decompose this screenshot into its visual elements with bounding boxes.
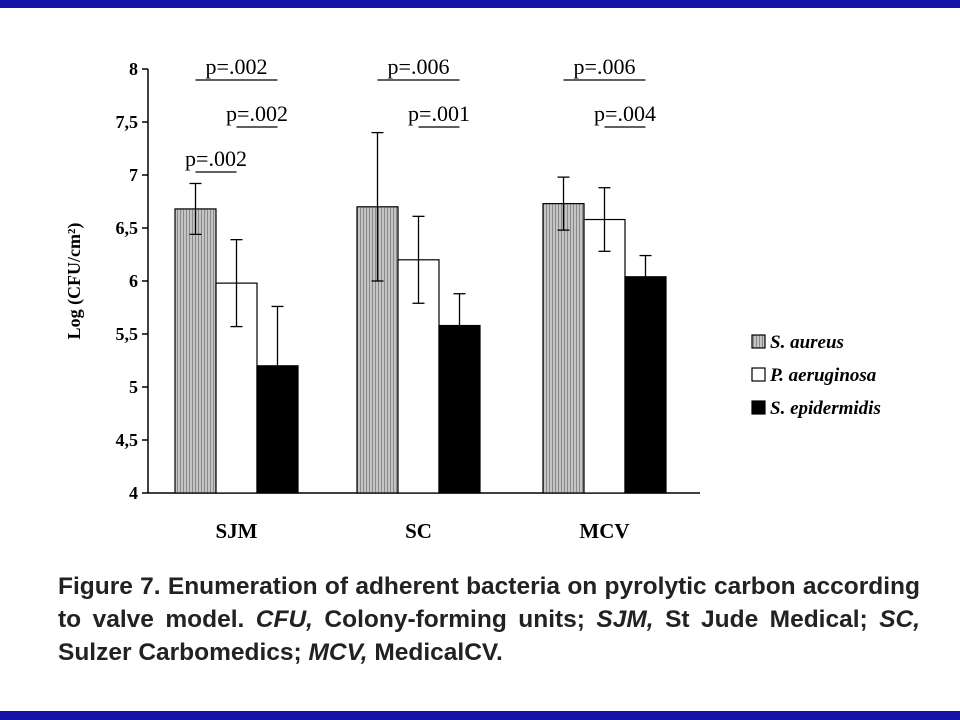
y-tick-label: 7,5 [116, 112, 139, 132]
bar-sepidermidis [624, 276, 667, 494]
legend-swatch [751, 334, 766, 349]
y-tick-label: 5 [129, 377, 138, 397]
figure-caption: Figure 7. Enumeration of adherent bacter… [58, 570, 920, 669]
caption-abbr-sjm: SJM, [596, 606, 654, 633]
caption-abbr-cfu: CFU, [255, 606, 313, 633]
x-category-label: SC [405, 519, 432, 543]
p-value-label: p=.002 [185, 146, 247, 171]
x-category-label: SJM [216, 519, 258, 543]
caption-abbr-sc: SC, [879, 606, 921, 633]
caption-abbr-mcv: MCV, [308, 639, 368, 666]
y-tick-label: 6,5 [116, 218, 139, 238]
y-tick-label: 7 [129, 165, 138, 185]
chart-annotations: p=.002 p=.002 p=.002 p=.006 p=.001 p=.006 p=.0… [185, 54, 656, 173]
legend-label: S. aureus [770, 332, 844, 353]
bottom-frame-band [0, 711, 960, 720]
bar-saureus [174, 208, 217, 494]
legend-swatch [751, 400, 766, 415]
p-value-label: p=.002 [206, 54, 268, 79]
y-tick-label: 4,5 [116, 430, 139, 450]
caption-figure-label: Figure 7. [58, 573, 161, 600]
y-tick-label: 8 [129, 59, 138, 79]
chart-legend: S. aureus P. aeruginosa S. epidermidis [751, 332, 881, 419]
caption-text: Colony-forming units; [312, 606, 597, 633]
bar-saureus [542, 203, 585, 494]
p-value-label: p=.004 [594, 101, 656, 126]
caption-text: Enumeration of adherent bacteria on pyro… [58, 573, 920, 633]
p-value-label: p=.001 [408, 101, 470, 126]
y-tick-label: 6 [129, 271, 138, 291]
x-category-label: MCV [579, 519, 629, 543]
top-frame-band [0, 0, 960, 8]
caption-text: MedicalCV. [367, 639, 503, 666]
p-value-label: p=.002 [226, 101, 288, 126]
chart-bars: SJM SC MCV [174, 131, 667, 543]
bar-paeruginosa [583, 218, 626, 494]
legend-label: S. epidermidis [770, 398, 881, 419]
y-axis-label: Log (CFU/cm²) [64, 223, 85, 340]
p-value-label: p=.006 [574, 54, 636, 79]
y-tick-label: 4 [129, 483, 138, 503]
legend-label: P. aeruginosa [769, 365, 877, 386]
legend-swatch [751, 367, 766, 382]
caption-text: Sulzer Carbomedics; [58, 639, 309, 666]
p-value-label: p=.006 [388, 54, 450, 79]
y-tick-label: 5,5 [116, 324, 139, 344]
caption-text: St Jude Medical; [653, 606, 880, 633]
